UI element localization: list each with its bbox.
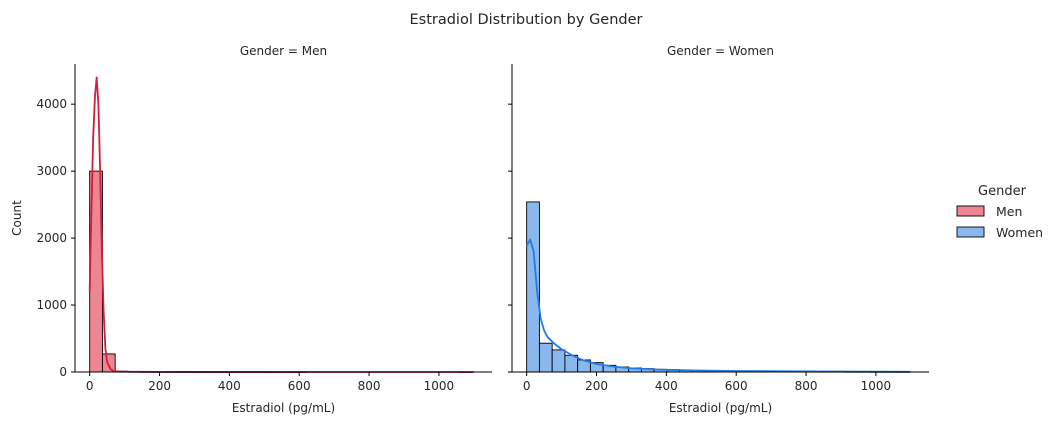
legend-label: Women bbox=[996, 225, 1043, 240]
x-tick-label: 200 bbox=[148, 379, 171, 393]
x-tick-label: 800 bbox=[795, 379, 818, 393]
facet-title: Gender = Men bbox=[240, 44, 327, 58]
chart-title: Estradiol Distribution by Gender bbox=[409, 12, 642, 28]
x-tick-label: 0 bbox=[523, 379, 531, 393]
x-tick-label: 400 bbox=[218, 379, 241, 393]
legend-label: Men bbox=[996, 204, 1022, 219]
y-tick-label: 0 bbox=[59, 365, 67, 379]
x-tick-label: 800 bbox=[358, 379, 381, 393]
x-tick-label: 1000 bbox=[861, 379, 892, 393]
x-tick-label: 1000 bbox=[424, 379, 455, 393]
legend-swatch bbox=[956, 205, 985, 217]
histogram-bar bbox=[538, 342, 553, 373]
facet-women: Gender = Women 0 200 400 600 800 1000 Estradiol… bbox=[508, 44, 929, 415]
facet-men: Gender = Men 0 200 400 600 800 1000 0 1000 2000 30… bbox=[10, 44, 492, 415]
x-axis-label: Estradiol (pg/mL) bbox=[232, 401, 335, 415]
legend-title: Gender bbox=[978, 184, 1027, 199]
x-axis-label: Estradiol (pg/mL) bbox=[669, 401, 772, 415]
x-tick-label: 0 bbox=[86, 379, 94, 393]
x-tick-label: 200 bbox=[585, 379, 608, 393]
kde-line bbox=[88, 76, 474, 373]
y-tick-label: 1000 bbox=[36, 298, 67, 312]
y-tick-label: 2000 bbox=[36, 231, 67, 245]
y-tick-label: 3000 bbox=[36, 164, 67, 178]
x-tick-label: 600 bbox=[288, 379, 311, 393]
y-axis-label: Count bbox=[10, 200, 24, 236]
histogram-bar bbox=[101, 353, 116, 373]
legend-swatch bbox=[956, 226, 985, 238]
histogram-bar bbox=[551, 349, 566, 373]
x-tick-label: 600 bbox=[725, 379, 748, 393]
legend: Gender Men Women bbox=[956, 184, 1043, 240]
kde-line bbox=[525, 238, 911, 373]
y-tick-label: 4000 bbox=[36, 97, 67, 111]
x-tick-label: 400 bbox=[655, 379, 678, 393]
facet-title: Gender = Women bbox=[667, 44, 774, 58]
